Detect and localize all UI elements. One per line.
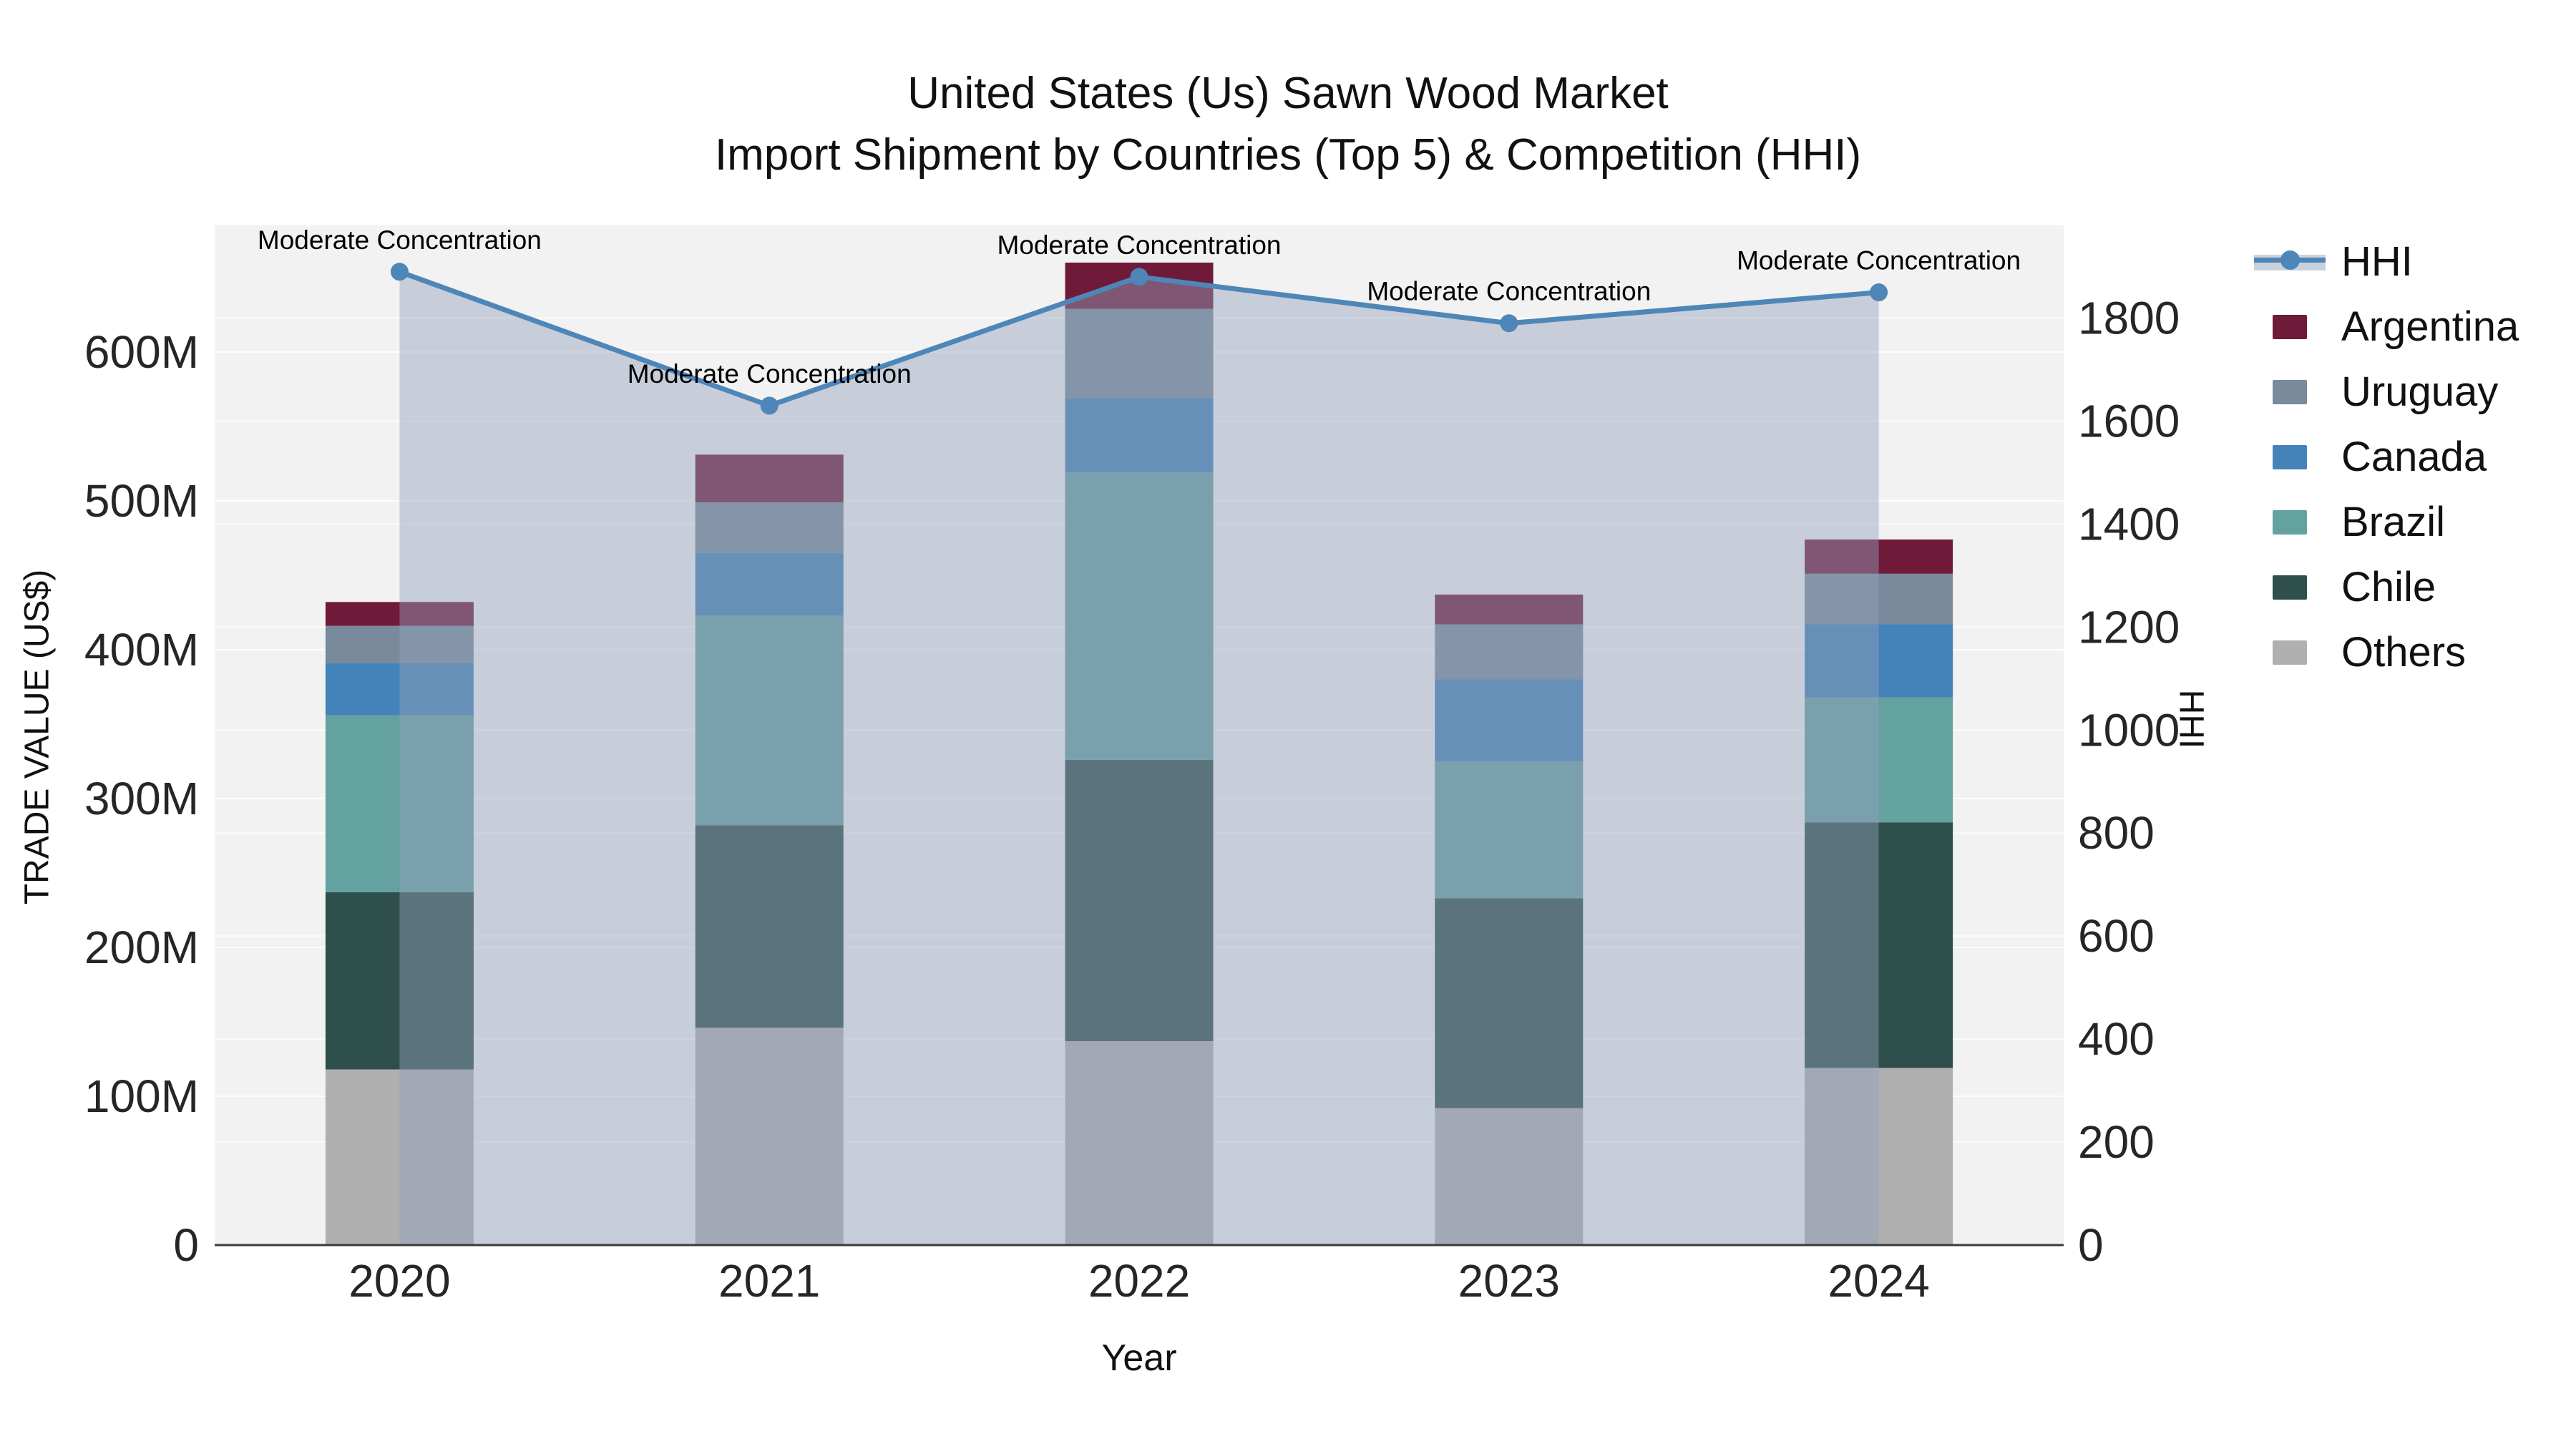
- chile-swatch-icon: [2254, 575, 2326, 600]
- hhi-legend-marker-icon: [2254, 248, 2326, 276]
- x-axis-title: Year: [1101, 1337, 1177, 1379]
- hhi-annotation-2024: Moderate Concentration: [1737, 246, 2021, 275]
- legend-item-others[interactable]: Others: [2254, 620, 2519, 685]
- x-tick-label: 2024: [1828, 1255, 1929, 1307]
- legend-label: Uruguay: [2341, 369, 2499, 415]
- hhi-annotation-2022: Moderate Concentration: [997, 230, 1282, 260]
- bar-segment-others-2024[interactable]: [1805, 1068, 1953, 1245]
- bar-segment-brazil-2020[interactable]: [325, 715, 474, 892]
- x-tick-label: 2020: [348, 1255, 450, 1307]
- bar-segment-brazil-2024[interactable]: [1805, 697, 1953, 823]
- x-tick-label: 2023: [1458, 1255, 1560, 1307]
- x-tick-label: 2022: [1088, 1255, 1190, 1307]
- legend-label: HHI: [2341, 238, 2413, 285]
- left-axis-title: TRADE VALUE (US$): [18, 569, 57, 905]
- left-tick-label: 600M: [84, 326, 199, 378]
- bar-segment-uruguay-2021[interactable]: [695, 502, 844, 553]
- canada-swatch-icon: [2254, 444, 2326, 469]
- bar-segment-others-2022[interactable]: [1065, 1041, 1214, 1245]
- legend: HHI Argentina Uruguay Canada Brazil Chil…: [2254, 229, 2519, 685]
- uruguay-swatch-icon: [2254, 379, 2326, 404]
- chart-title-line1: United States (Us) Sawn Wood Market: [907, 69, 1669, 118]
- bar-segment-others-2020[interactable]: [325, 1069, 474, 1245]
- left-tick-label: 500M: [84, 475, 199, 527]
- hhi-area-fill: [399, 271, 1879, 1246]
- bar-segment-chile-2020[interactable]: [325, 892, 474, 1070]
- legend-item-canada[interactable]: Canada: [2254, 424, 2519, 489]
- bar-segment-others-2023[interactable]: [1435, 1108, 1584, 1245]
- bar-segment-uruguay-2023[interactable]: [1435, 624, 1584, 680]
- left-tick-label: 400M: [84, 624, 199, 675]
- legend-label: Argentina: [2341, 303, 2519, 350]
- bar-segment-argentina-2021[interactable]: [695, 454, 844, 502]
- bar-segment-canada-2023[interactable]: [1435, 679, 1584, 761]
- bar-segment-uruguay-2024[interactable]: [1805, 573, 1953, 625]
- hhi-annotation-2020: Moderate Concentration: [258, 225, 542, 255]
- right-tick-label: 200: [2078, 1116, 2155, 1168]
- legend-label: Brazil: [2341, 499, 2446, 545]
- bar-segment-brazil-2021[interactable]: [695, 615, 844, 826]
- bar-segment-chile-2022[interactable]: [1065, 759, 1214, 1041]
- legend-label: Chile: [2341, 564, 2436, 610]
- hhi-annotation-2021: Moderate Concentration: [628, 359, 912, 389]
- bar-segment-argentina-2020[interactable]: [325, 602, 474, 626]
- legend-item-chile[interactable]: Chile: [2254, 555, 2519, 620]
- left-tick-label: 200M: [84, 922, 199, 973]
- argentina-swatch-icon: [2254, 314, 2326, 339]
- hhi-marker-2023[interactable]: [1500, 314, 1518, 333]
- bar-segment-uruguay-2020[interactable]: [325, 625, 474, 663]
- right-tick-label: 600: [2078, 910, 2155, 962]
- legend-label: Others: [2341, 629, 2467, 675]
- bar-segment-canada-2024[interactable]: [1805, 624, 1953, 698]
- right-tick-label: 1800: [2078, 293, 2180, 344]
- right-tick-label: 1200: [2078, 601, 2180, 653]
- right-tick-label: 800: [2078, 807, 2155, 859]
- bar-segment-chile-2024[interactable]: [1805, 822, 1953, 1068]
- bar-segment-brazil-2022[interactable]: [1065, 472, 1214, 760]
- hhi-marker-2021[interactable]: [760, 396, 779, 415]
- left-tick-label: 0: [173, 1219, 199, 1271]
- bar-segment-canada-2022[interactable]: [1065, 398, 1214, 473]
- right-tick-label: 1600: [2078, 395, 2180, 447]
- left-tick-label: 300M: [84, 773, 199, 824]
- hhi-marker-2020[interactable]: [390, 263, 409, 281]
- bar-segment-chile-2023[interactable]: [1435, 898, 1584, 1108]
- left-tick-label: 100M: [84, 1070, 199, 1122]
- bar-segment-canada-2020[interactable]: [325, 663, 474, 716]
- right-tick-label: 400: [2078, 1013, 2155, 1065]
- right-axis-title: HHI: [2172, 689, 2210, 749]
- legend-item-brazil[interactable]: Brazil: [2254, 489, 2519, 555]
- hhi-marker-2022[interactable]: [1130, 268, 1148, 286]
- bar-segment-canada-2021[interactable]: [695, 552, 844, 616]
- bar-segment-argentina-2024[interactable]: [1805, 539, 1953, 574]
- bar-segment-chile-2021[interactable]: [695, 825, 844, 1028]
- right-tick-label: 1000: [2078, 704, 2180, 756]
- x-tick-label: 2021: [718, 1255, 820, 1307]
- bar-segment-argentina-2023[interactable]: [1435, 594, 1584, 625]
- bar-segment-uruguay-2022[interactable]: [1065, 308, 1214, 399]
- legend-item-hhi[interactable]: HHI: [2254, 229, 2519, 294]
- hhi-marker-2024[interactable]: [1870, 283, 1888, 302]
- others-swatch-icon: [2254, 640, 2326, 665]
- legend-label: Canada: [2341, 434, 2487, 480]
- right-tick-label: 0: [2078, 1219, 2104, 1271]
- right-tick-label: 1400: [2078, 498, 2180, 550]
- hhi-annotation-2023: Moderate Concentration: [1367, 277, 1651, 306]
- brazil-swatch-icon: [2254, 509, 2326, 535]
- bar-segment-others-2021[interactable]: [695, 1028, 844, 1245]
- legend-item-argentina[interactable]: Argentina: [2254, 294, 2519, 359]
- chart-title-line2: Import Shipment by Countries (Top 5) & C…: [714, 130, 1862, 180]
- legend-item-uruguay[interactable]: Uruguay: [2254, 359, 2519, 424]
- bar-segment-brazil-2023[interactable]: [1435, 761, 1584, 899]
